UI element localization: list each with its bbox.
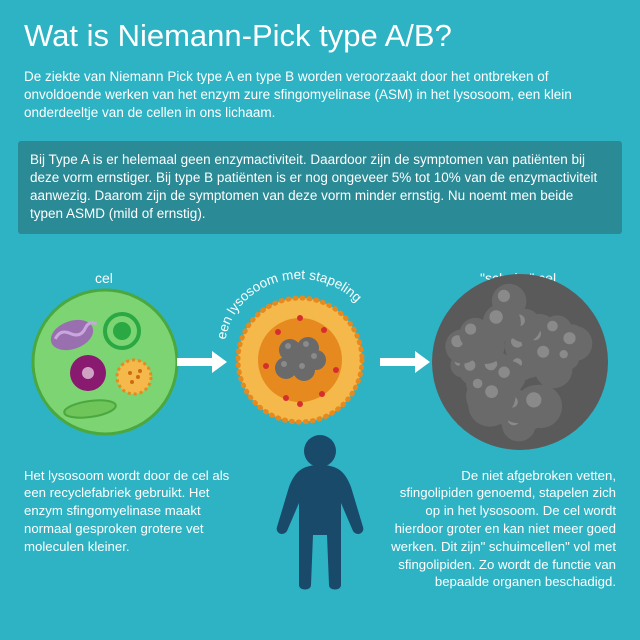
page-title: Wat is Niemann-Pick type A/B? [0, 0, 640, 64]
arrow-lysosome-to-foam [380, 358, 416, 366]
highlight-box: Bij Type A is er helemaal geen enzymacti… [18, 141, 622, 234]
diagram-area: cel "schuim" cel [0, 242, 640, 467]
bottom-columns: Het lysosoom wordt door de cel als een r… [0, 467, 640, 592]
intro-paragraph: De ziekte van Niemann Pick type A en typ… [0, 64, 640, 135]
label-cell: cel [95, 270, 113, 286]
ring-label: een lysosoom met stapeling [210, 264, 390, 364]
bottom-left-text: Het lysosoom wordt door de cel als een r… [24, 467, 251, 556]
arrow-cell-to-lysosome [177, 358, 213, 366]
svg-text:een lysosoom met stapeling: een lysosoom met stapeling [214, 266, 365, 340]
cell-illustration [30, 287, 180, 437]
bottom-right-text: De niet afgebroken vetten, sfingolipiden… [389, 467, 616, 592]
foam-cell-illustration [425, 267, 615, 457]
